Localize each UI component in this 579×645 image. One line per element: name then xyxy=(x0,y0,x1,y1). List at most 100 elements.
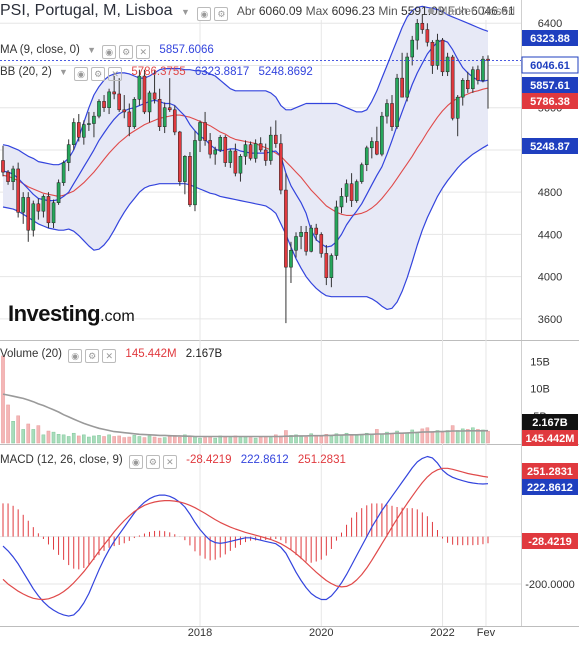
y-tick-label: 4800 xyxy=(538,187,562,199)
gear-icon[interactable]: ⚙ xyxy=(119,45,134,59)
market-status: Market Closed xyxy=(427,4,515,18)
gear-icon[interactable]: ⚙ xyxy=(91,67,106,81)
gear-icon[interactable]: ⚙ xyxy=(145,455,160,469)
y-tick-label: 3600 xyxy=(538,314,562,326)
volume-bar xyxy=(299,436,303,444)
candle-body xyxy=(425,29,430,43)
x-tick-label: 2020 xyxy=(309,627,333,639)
volume-bar xyxy=(385,431,389,444)
candle-body xyxy=(314,227,319,235)
close-icon[interactable]: ✕ xyxy=(108,67,123,81)
volume-bar xyxy=(102,436,106,444)
volume-legend[interactable]: Volume (20) ◉ ⚙ ✕ 145.442M 2.167B xyxy=(0,348,222,363)
macd-legend[interactable]: MACD (12, 26, close, 9) ◉ ⚙ ✕ -28.4219 222… xyxy=(0,454,346,469)
volume-bar xyxy=(122,437,127,444)
ohlc-low-value: 5591.09 xyxy=(401,4,445,18)
close-icon[interactable]: ✕ xyxy=(102,349,117,363)
candle-body xyxy=(218,137,223,151)
candle-body xyxy=(380,115,384,155)
volume-bar xyxy=(1,355,5,444)
volume-bar xyxy=(183,434,187,444)
volume-bar xyxy=(162,437,167,444)
x-tick-label: 2022 xyxy=(430,627,454,639)
close-icon[interactable]: ✕ xyxy=(162,455,177,469)
eye-icon[interactable]: ◉ xyxy=(102,45,117,59)
macd-label: MACD (12, 26, close, 9) xyxy=(0,454,123,466)
volume-bar xyxy=(304,436,308,444)
chevron-down-icon[interactable]: ▼ xyxy=(58,67,68,77)
volume-bar xyxy=(258,436,263,444)
candle-body xyxy=(6,171,10,182)
ma-value: 5857.6066 xyxy=(159,44,214,56)
volume-bar xyxy=(274,434,278,444)
close-icon[interactable]: ✕ xyxy=(136,45,151,59)
candle-body xyxy=(122,109,127,113)
eye-icon[interactable]: ◉ xyxy=(68,349,83,363)
volume-bar xyxy=(238,437,243,444)
macd-signal-tag: 251.2831 xyxy=(527,466,573,478)
logo-text: Investing xyxy=(8,301,101,326)
volume-bar xyxy=(137,436,142,444)
candle-body xyxy=(329,255,334,278)
ma-legend[interactable]: MA (9, close, 0) ▼ ◉ ⚙ ✕ 5857.6066 xyxy=(0,44,214,59)
bb-legend[interactable]: BB (20, 2) ▼ ◉ ⚙ ✕ 5786.3755 6323.8817 524… xyxy=(0,66,313,81)
candle-body xyxy=(420,22,425,30)
candle-body xyxy=(46,196,51,224)
volume-bar xyxy=(82,434,86,444)
candle-body xyxy=(248,144,253,159)
eye-icon[interactable]: ◉ xyxy=(74,67,89,81)
eye-icon[interactable]: ◉ xyxy=(197,7,212,21)
volume-bar xyxy=(117,435,121,444)
candle-body xyxy=(364,147,369,165)
volume-avg-value: 145.442M xyxy=(125,348,177,360)
ohlc-high-label: Max xyxy=(305,4,329,18)
candle-body xyxy=(375,141,379,155)
ohlc-high-value: 6096.23 xyxy=(331,4,375,18)
candle-body xyxy=(405,56,409,98)
volume-bar xyxy=(127,436,132,444)
volume-bar xyxy=(294,434,298,444)
candle-body xyxy=(294,236,298,251)
candle-body xyxy=(268,134,273,161)
volume-bar xyxy=(390,432,394,444)
candle-body xyxy=(188,156,192,206)
volume-bar xyxy=(349,435,354,444)
chevron-down-icon[interactable]: ▼ xyxy=(87,45,97,55)
volume-bar xyxy=(21,429,26,444)
volume-bar xyxy=(26,423,31,444)
volume-bar xyxy=(440,432,445,444)
candle-body xyxy=(455,96,460,119)
volume-y-tick-label: 15B xyxy=(530,356,550,368)
macd-hist-tag-bg xyxy=(522,533,578,549)
candle-body xyxy=(193,140,197,206)
candle-body xyxy=(445,56,450,73)
macd-signal-tag-bg xyxy=(522,463,578,479)
price-tag-close-bg xyxy=(521,56,579,74)
volume-bar xyxy=(36,425,41,444)
volume-bar xyxy=(486,430,490,444)
volume-bar xyxy=(152,436,157,444)
candle-body xyxy=(339,196,344,208)
volume-bar xyxy=(253,437,258,444)
gear-icon[interactable]: ⚙ xyxy=(214,7,229,21)
candle-body xyxy=(279,143,283,191)
eye-icon[interactable]: ◉ xyxy=(128,455,143,469)
candle-body xyxy=(435,39,440,66)
candle-body xyxy=(253,143,258,159)
volume-bar xyxy=(289,435,293,444)
gear-icon[interactable]: ⚙ xyxy=(85,349,100,363)
candle-body xyxy=(41,196,46,212)
candle-body xyxy=(324,253,329,278)
candle-body xyxy=(233,150,238,174)
macd-signal-line xyxy=(2,467,489,601)
candle-body xyxy=(21,197,26,213)
bb-upper-value: 6323.8817 xyxy=(194,66,250,78)
volume-bar xyxy=(334,433,339,444)
volume-bar xyxy=(415,432,420,444)
price-tag-close: 6046.61 xyxy=(530,60,570,72)
macd-value: 222.8612 xyxy=(240,454,289,466)
candle-body xyxy=(107,91,111,108)
chevron-down-icon[interactable]: ▼ xyxy=(180,7,190,17)
